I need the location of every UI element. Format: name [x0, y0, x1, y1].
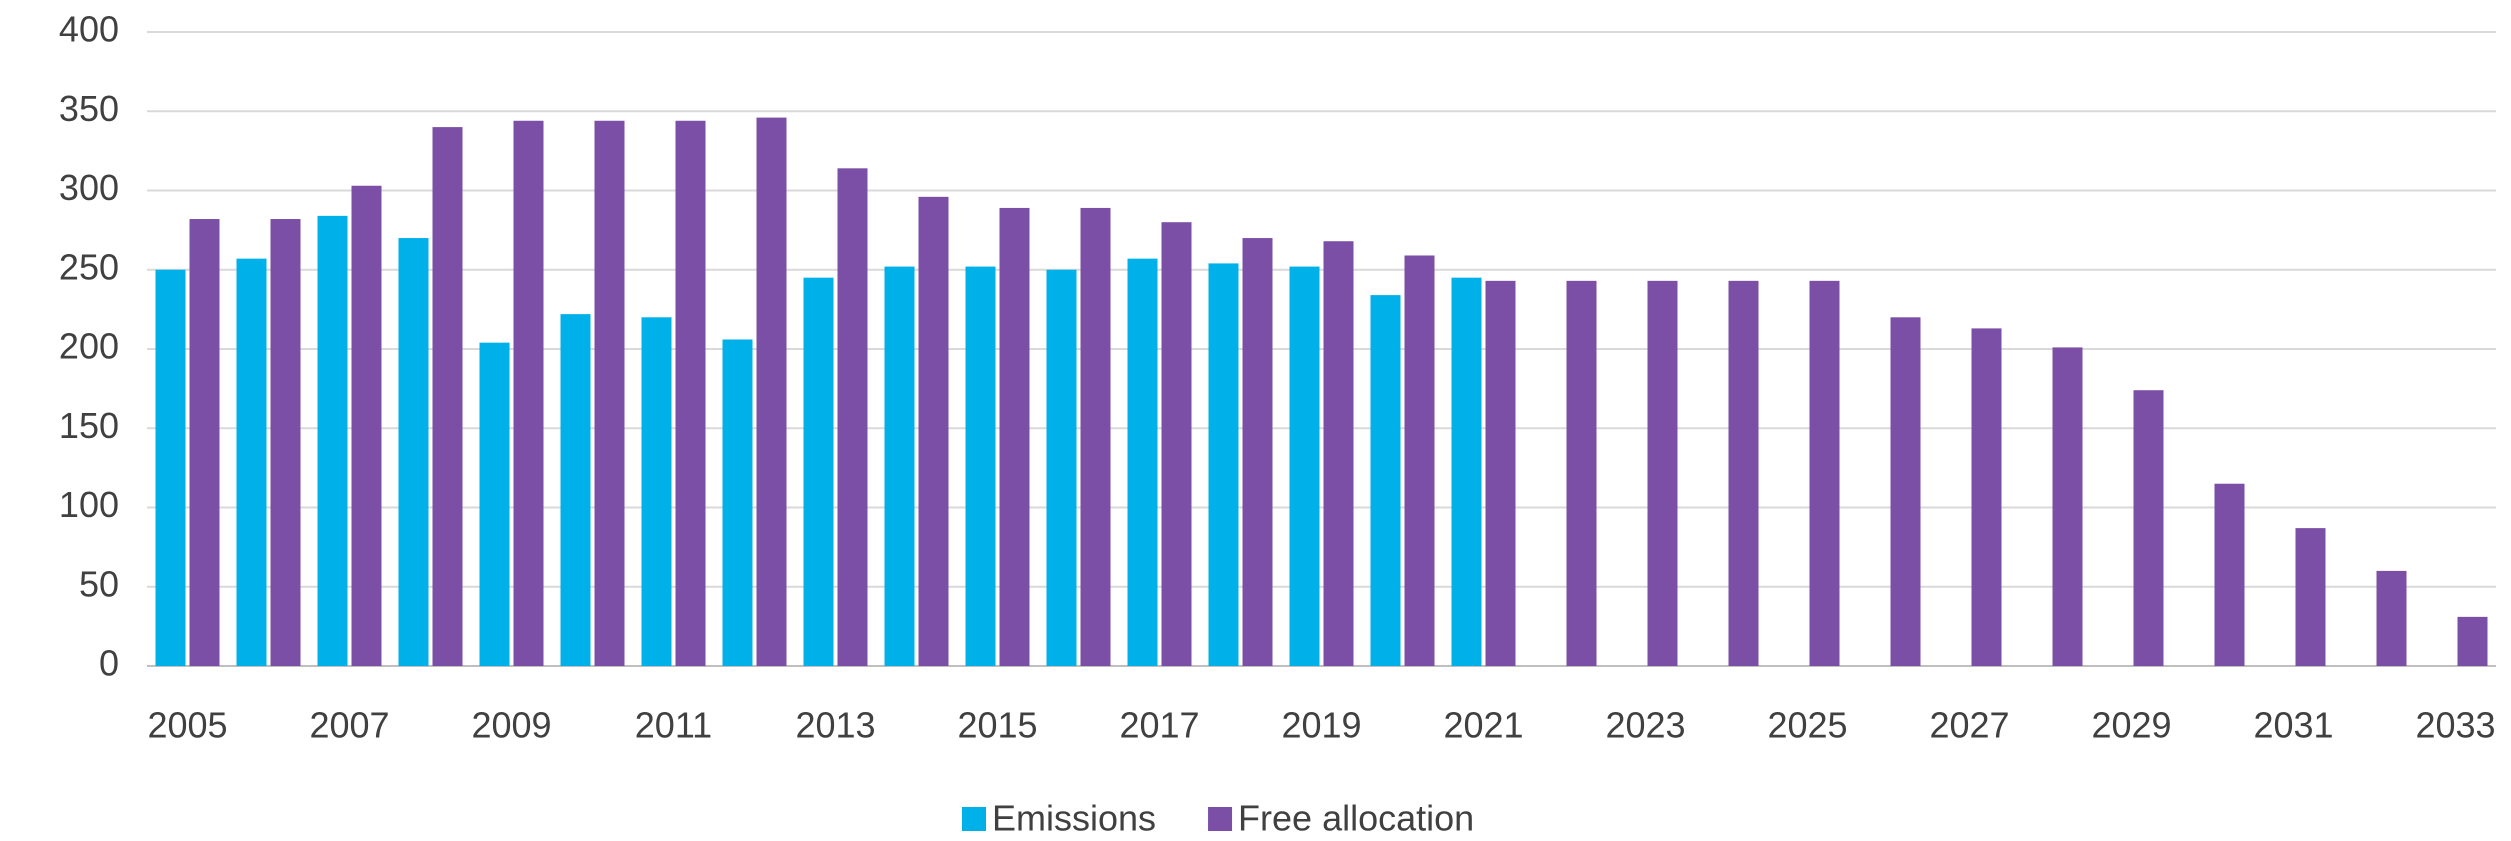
x-tick-label: 2023 [1605, 705, 1685, 746]
x-tick-label: 2019 [1281, 705, 1361, 746]
x-tick-label: 2025 [1767, 705, 1847, 746]
legend-label: Free allocation [1238, 798, 1474, 839]
bar [2376, 570, 2407, 666]
bar [432, 127, 463, 667]
bar [1485, 280, 1516, 666]
x-tick-label: 2029 [2091, 705, 2171, 746]
bar [2457, 616, 2488, 666]
y-tick-label: 50 [79, 563, 119, 604]
y-tick-label: 300 [59, 167, 119, 208]
y-tick-label: 250 [59, 246, 119, 287]
x-tick-label: 2031 [2253, 705, 2333, 746]
bar [1242, 238, 1273, 667]
bar [351, 185, 382, 666]
bar [1161, 222, 1192, 666]
x-tick-label: 2013 [795, 705, 875, 746]
y-tick-label: 100 [59, 484, 119, 525]
x-tick-label: 2015 [957, 705, 1037, 746]
bar [1208, 263, 1239, 666]
y-tick-label: 150 [59, 405, 119, 446]
x-tick-label: 2005 [147, 705, 227, 746]
y-tick-label: 350 [59, 88, 119, 129]
x-tick-label: 2027 [1929, 705, 2009, 746]
bar [965, 266, 996, 666]
bar [884, 266, 915, 666]
bar [756, 117, 787, 667]
bar [1809, 280, 1840, 666]
bar [722, 339, 753, 666]
legend-label: Emissions [992, 798, 1156, 839]
bar [675, 120, 706, 666]
bar [1046, 269, 1077, 666]
bar [641, 317, 672, 666]
bar [2052, 347, 2083, 666]
y-tick-label: 400 [59, 9, 119, 50]
x-tick-label: 2011 [635, 705, 712, 746]
bar [918, 196, 949, 666]
y-tick-label: 0 [99, 643, 119, 684]
bar [803, 277, 834, 666]
bar [1289, 266, 1320, 666]
x-tick-label: 2017 [1119, 705, 1199, 746]
bar [1404, 255, 1435, 667]
bar [1080, 207, 1111, 666]
bar [513, 120, 544, 666]
x-tick-label: 2021 [1443, 705, 1523, 746]
legend-swatch [962, 807, 986, 831]
bar [1971, 328, 2002, 666]
legend-swatch [1208, 807, 1233, 831]
x-tick-label: 2009 [471, 705, 551, 746]
bar [479, 342, 510, 666]
bar [2214, 483, 2245, 666]
bar [398, 238, 429, 667]
bar [317, 215, 348, 667]
bar [236, 258, 267, 666]
bar [1728, 280, 1759, 666]
bar [1647, 280, 1678, 666]
x-tick-label: 2007 [309, 705, 389, 746]
bar [1890, 317, 1921, 666]
x-tick-label: 2033 [2415, 705, 2495, 746]
bar [1566, 280, 1597, 666]
bar [2133, 390, 2164, 666]
bar [1323, 241, 1354, 666]
bar [1127, 258, 1158, 666]
bar [999, 207, 1030, 666]
bar [155, 269, 186, 666]
bar [594, 120, 625, 666]
bar [189, 219, 220, 666]
bar [1451, 277, 1482, 666]
bar [560, 314, 591, 666]
y-tick-label: 200 [59, 326, 119, 367]
bar [2295, 528, 2326, 666]
bar [270, 219, 301, 666]
bar [1370, 295, 1401, 666]
bar [837, 168, 868, 666]
